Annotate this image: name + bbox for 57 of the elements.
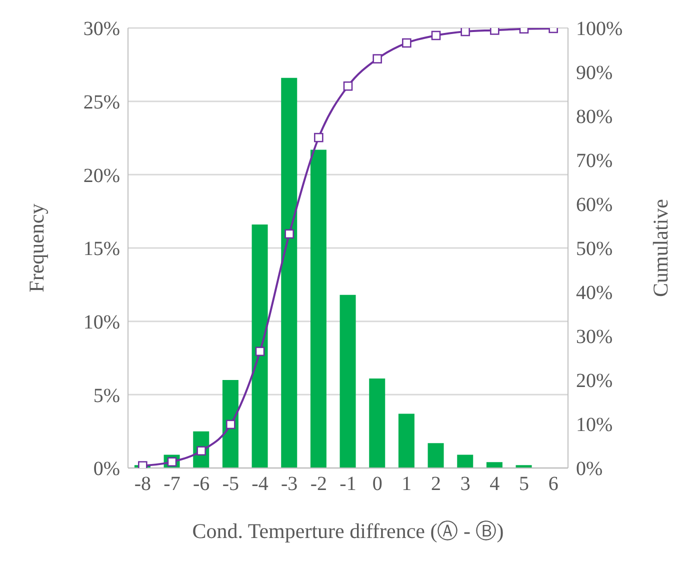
- point: [314, 132, 324, 142]
- x-tick-label: -2: [310, 473, 328, 496]
- y2-tick-label: 50%: [576, 238, 613, 260]
- bar: [281, 78, 298, 468]
- x-tick-label: -5: [222, 473, 240, 496]
- y2-tick-label: 30%: [576, 326, 613, 348]
- point: [490, 28, 500, 35]
- y2-tick-label: 40%: [576, 282, 613, 304]
- point: [460, 28, 470, 36]
- x-tick-label: 6: [548, 473, 558, 496]
- y2-tick-label: 90%: [576, 62, 613, 84]
- x-tick-label: 5: [519, 473, 529, 496]
- x-tick-label: -4: [252, 473, 268, 496]
- point: [343, 81, 353, 91]
- bar: [486, 462, 502, 468]
- x-tick-label: 0: [372, 473, 382, 496]
- x-tick-label: -6: [192, 473, 210, 496]
- x-tick-label: -8: [134, 473, 152, 496]
- point: [255, 346, 265, 356]
- y-tick-label: 15%: [83, 238, 120, 260]
- point: [138, 461, 148, 468]
- y-tick-label: 10%: [83, 311, 120, 334]
- bar: [340, 294, 356, 468]
- x-tick-label: 3: [460, 473, 470, 496]
- bar: [428, 443, 444, 468]
- point: [226, 420, 236, 430]
- bar: [222, 380, 238, 468]
- bar: [369, 378, 386, 468]
- y2-axis-title: Cumulative: [648, 199, 672, 297]
- y-tick-label: 20%: [83, 164, 120, 187]
- x-tick-label: 2: [431, 473, 441, 496]
- y2-tick-label: 100%: [576, 18, 623, 40]
- x-tick-label: -1: [340, 473, 356, 496]
- y-axis-title: Frequency: [24, 203, 48, 292]
- bar: [310, 150, 326, 468]
- y2-tick-label: 20%: [576, 370, 613, 392]
- y-tick-label: 25%: [83, 91, 120, 114]
- point: [284, 229, 294, 239]
- x-axis-title: Cond. Temperture diffrence (Ⓐ - Ⓑ): [192, 519, 504, 543]
- point: [431, 30, 441, 40]
- y-tick-label: 0%: [93, 458, 120, 480]
- y2-tick-label: 80%: [576, 106, 613, 128]
- y2-tick-label: 60%: [576, 194, 613, 216]
- bar: [457, 454, 474, 468]
- x-tick-label: 4: [490, 473, 500, 496]
- x-tick-label: 1: [402, 473, 412, 496]
- x-tick-label: -3: [280, 473, 298, 496]
- bar: [398, 414, 414, 468]
- y2-tick-label: 0%: [576, 458, 603, 480]
- bar: [252, 224, 268, 468]
- point: [372, 54, 382, 64]
- y-tick-label: 30%: [83, 18, 120, 40]
- x-tick-label: -7: [164, 473, 180, 496]
- y-tick-label: 5%: [93, 384, 120, 407]
- y2-tick-label: 10%: [576, 414, 613, 436]
- point: [402, 38, 412, 48]
- y2-tick-label: 70%: [576, 150, 613, 172]
